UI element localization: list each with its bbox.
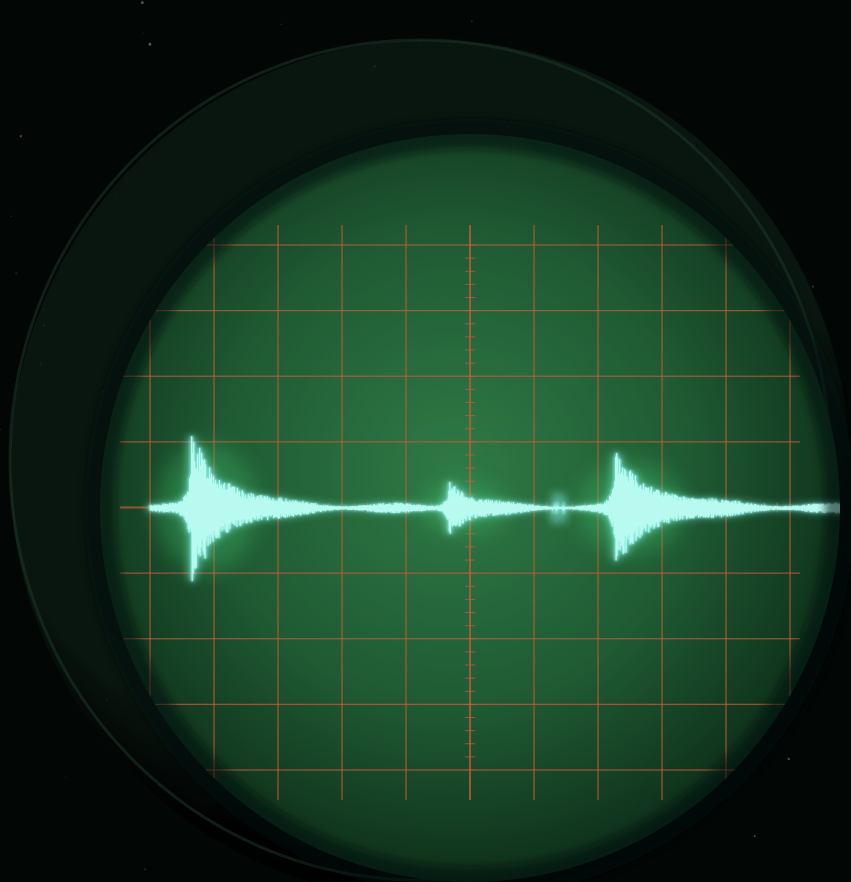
speck [148, 42, 152, 46]
speck [140, 1, 144, 4]
speck [65, 776, 67, 778]
speck [15, 272, 18, 275]
speck [811, 285, 814, 288]
speck [10, 215, 13, 218]
screen-edge-vignette [85, 119, 851, 882]
speck [753, 835, 756, 837]
speck [144, 868, 146, 871]
speck [787, 757, 791, 761]
speck [19, 134, 23, 138]
speck [142, 32, 145, 34]
signal-trace-core [149, 436, 840, 582]
speck [471, 20, 473, 23]
speck [0, 428, 2, 431]
speck [280, 23, 282, 25]
